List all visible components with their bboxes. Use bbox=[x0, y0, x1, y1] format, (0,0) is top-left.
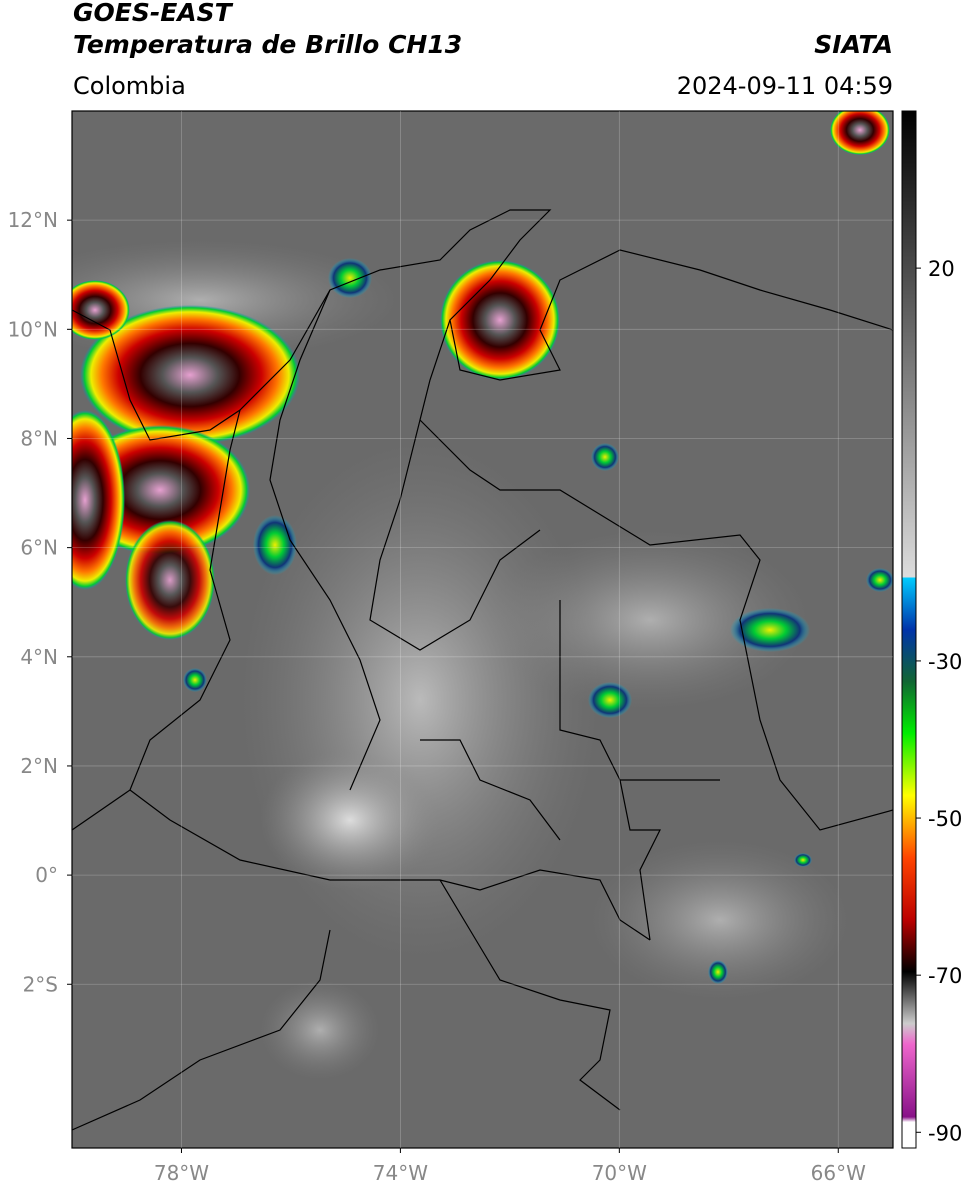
satellite-image bbox=[72, 111, 893, 1148]
x-tick-label: 70°W bbox=[592, 1161, 647, 1185]
y-tick-label: 12°N bbox=[8, 208, 58, 232]
product-title: Temperatura de Brillo CH13 bbox=[73, 30, 463, 59]
y-tick-label: 2°N bbox=[20, 754, 58, 778]
region: Colombia bbox=[73, 72, 186, 100]
y-tick-label: 6°N bbox=[20, 536, 58, 560]
colorbar-tick-label: -50 bbox=[928, 807, 962, 831]
x-tick-label: 78°W bbox=[154, 1161, 209, 1185]
colorbar-tick-label: -30 bbox=[928, 650, 962, 674]
y-tick-label: 8°N bbox=[20, 426, 58, 450]
colorbar-tick-label: 20 bbox=[928, 257, 955, 281]
y-tick-label: 0° bbox=[35, 863, 58, 887]
colorbar-tick-label: -90 bbox=[928, 1121, 962, 1145]
x-tick-label: 66°W bbox=[811, 1161, 866, 1185]
y-tick-label: 4°N bbox=[20, 645, 58, 669]
satellite-title: GOES-EAST bbox=[73, 0, 232, 27]
x-tick-label: 74°W bbox=[373, 1161, 428, 1185]
y-tick-label: 10°N bbox=[8, 317, 58, 341]
map-frame bbox=[71, 110, 894, 1149]
source: SIATA bbox=[814, 30, 893, 59]
colorbar bbox=[901, 110, 917, 1149]
datetime: 2024-09-11 04:59 bbox=[676, 72, 893, 100]
colorbar-tick-label: -70 bbox=[928, 964, 962, 988]
y-tick-label: 2°S bbox=[23, 972, 58, 996]
